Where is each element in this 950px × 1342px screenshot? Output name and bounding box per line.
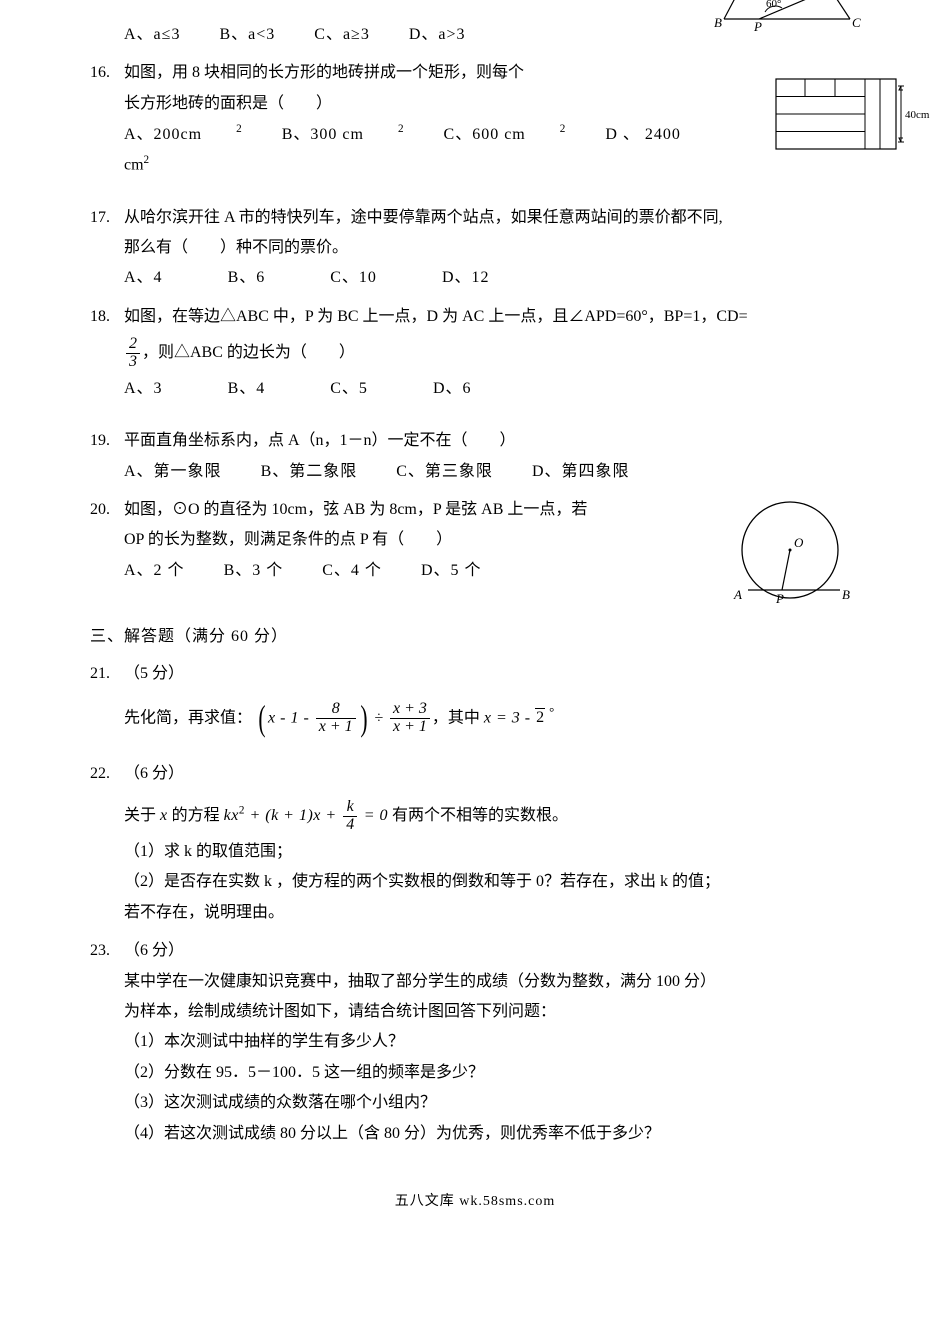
options-row: A、3 B、4 C、5 D、6 [124, 374, 860, 404]
degree-symbol: ° [549, 705, 554, 719]
stem-line-2: OP 的长为整数，则满足条件的点 P 有（ ） [124, 525, 710, 555]
figure-tiles: 40cm [775, 78, 930, 167]
options-row: A、4 B、6 C、10 D、12 [124, 263, 860, 293]
question-number: 22. [90, 759, 124, 789]
fraction-x3-over-x1: x + 3x + 1 [390, 701, 430, 736]
option-c: C、600 cm2 [444, 119, 567, 150]
label-angle: 60° [766, 0, 781, 10]
option-d: D、a>3 [409, 20, 466, 50]
subquestion-1: （1）求 k 的取值范围； [124, 837, 860, 867]
stem-line: 先化简，再求值： (x - 1 - 8x + 1) ÷ x + 3x + 1，其… [124, 695, 860, 741]
question-22: 22. （6 分） 关于 x 的方程 kx2 + (k + 1)x + k4 =… [90, 759, 860, 928]
page-footer: 五八文库 wk.58sms.com [90, 1189, 860, 1216]
section-heading: 三、解答题（满分 60 分） [90, 622, 860, 652]
option-d: D 、 2400 [605, 120, 681, 150]
stem-line-1: 如图，在等边△ABC 中，P 为 BC 上一点，D 为 AC 上一点，且∠APD… [124, 302, 860, 332]
option-d: D、12 [442, 263, 490, 293]
stem-line-2: 那么有（ ）种不同的票价。 [124, 233, 860, 263]
figure-circle: O A B P [720, 495, 860, 626]
options-row: A、2 个 B、3 个 C、4 个 D、5 个 [124, 556, 710, 586]
option-b: B、4 [228, 374, 266, 404]
subquestion-3: （3）这次测试成绩的众数落在哪个小组内？ [124, 1088, 860, 1118]
fraction-k-over-4: k4 [343, 799, 357, 834]
question-19: 19. 平面直角坐标系内，点 A（n，1－n）一定不在（ ） A、第一象限 B、… [90, 426, 860, 487]
stem-line-1: 从哈尔滨开往 A 市的特快列车，途中要停靠两个站点，如果任意两站间的票价都不同, [124, 203, 860, 233]
option-b: B、6 [228, 263, 266, 293]
option-b: B、第二象限 [261, 457, 358, 487]
question-number: 17. [90, 203, 124, 233]
stem-line: 关于 x 的方程 kx2 + (k + 1)x + k4 = 0 有两个不相等的… [124, 795, 860, 837]
label-p: P [753, 19, 762, 34]
option-d-tail: cm2 [124, 150, 860, 181]
label-a: A [733, 587, 742, 602]
fraction-8-over-x1: 8x + 1 [316, 701, 356, 736]
question-number: 21. [90, 659, 124, 689]
stem-line-1: 平面直角坐标系内，点 A（n，1－n）一定不在（ ） [124, 426, 860, 456]
stem-line-1: 某中学在一次健康知识竞赛中，抽取了部分学生的成绩（分数为整数，满分 100 分） [124, 967, 860, 997]
question-number: 16. [90, 58, 124, 88]
question-20: O A B P 20. 如图，⊙O 的直径为 10cm，弦 AB 为 8cm，P… [90, 495, 860, 586]
subquestion-2b: 若不存在，说明理由。 [124, 898, 860, 928]
question-number: 20. [90, 495, 124, 525]
option-d: D、6 [433, 374, 472, 404]
option-a: A、第一象限 [124, 457, 222, 487]
dim-label: 40cm [905, 109, 930, 121]
option-a: A、4 [124, 263, 163, 293]
question-number: 23. [90, 936, 124, 966]
points-label: （6 分） [124, 765, 184, 782]
option-c: C、第三象限 [396, 457, 493, 487]
question-21: 21. （5 分） 先化简，再求值： (x - 1 - 8x + 1) ÷ x … [90, 659, 860, 742]
question-16: 40cm 16. 如图，用 8 块相同的长方形的地砖拼成一个矩形，则每个 长方形… [90, 58, 860, 180]
question-18: 18. 如图，在等边△ABC 中，P 为 BC 上一点，D 为 AC 上一点，且… [90, 302, 860, 404]
question-number: 18. [90, 302, 124, 332]
label-c: C [852, 15, 861, 30]
question-23: 23. （6 分） 某中学在一次健康知识竞赛中，抽取了部分学生的成绩（分数为整数… [90, 936, 860, 1149]
option-a: A、200cm2 [124, 119, 243, 150]
option-c: C、a≥3 [314, 20, 370, 50]
label-b: B [714, 15, 722, 30]
option-a: A、2 个 [124, 556, 185, 586]
stem-line-2: 长方形地砖的面积是（ ） [124, 89, 860, 119]
options-row: A、200cm2 B、300 cm2 C、600 cm2 D 、 2400 [124, 119, 710, 150]
option-b: B、a<3 [219, 20, 275, 50]
subquestion-2: （2）分数在 95．5－100．5 这一组的频率是多少？ [124, 1058, 860, 1088]
option-b: B、3 个 [224, 556, 284, 586]
label-p: P [775, 591, 784, 606]
option-a: A、a≤3 [124, 20, 180, 50]
question-number: 19. [90, 426, 124, 456]
label-b: B [842, 587, 850, 602]
option-a: A、3 [124, 374, 163, 404]
option-b: B、300 cm2 [282, 119, 405, 150]
question-15: A B C D P 60° A、a≤3 B、a<3 C、a≥3 D、a>3 [90, 20, 860, 50]
subquestion-2: （2）是否存在实数 k ，使方程的两个实数根的倒数和等于 0？若存在，求出 k … [124, 867, 860, 897]
stem-line-2: 2 3 ，则△ABC 的边长为（ ） [124, 332, 860, 374]
question-17: 17. 从哈尔滨开往 A 市的特快列车，途中要停靠两个站点，如果任意两站间的票价… [90, 203, 860, 294]
option-d: D、5 个 [421, 556, 482, 586]
stem-line-1: 如图，⊙O 的直径为 10cm，弦 AB 为 8cm，P 是弦 AB 上一点，若 [124, 495, 710, 525]
options-row: A、第一象限 B、第二象限 C、第三象限 D、第四象限 [124, 457, 860, 487]
stem-line-2: 为样本，绘制成绩统计图如下，请结合统计图回答下列问题： [124, 997, 860, 1027]
fraction-2-3: 2 3 [126, 336, 140, 371]
label-o: O [794, 535, 804, 550]
points-label: （5 分） [124, 665, 184, 682]
points-label: （6 分） [124, 942, 184, 959]
stem-line-1: 如图，用 8 块相同的长方形的地砖拼成一个矩形，则每个 [124, 58, 860, 88]
option-c: C、5 [330, 374, 368, 404]
option-c: C、4 个 [322, 556, 382, 586]
subquestion-1: （1）本次测试中抽样的学生有多少人？ [124, 1027, 860, 1057]
option-d: D、第四象限 [532, 457, 630, 487]
option-c: C、10 [330, 263, 377, 293]
subquestion-4: （4）若这次测试成绩 80 分以上（含 80 分）为优秀，则优秀率不低于多少？ [124, 1119, 860, 1149]
figure-triangle-abc: A B C D P 60° [710, 0, 870, 46]
